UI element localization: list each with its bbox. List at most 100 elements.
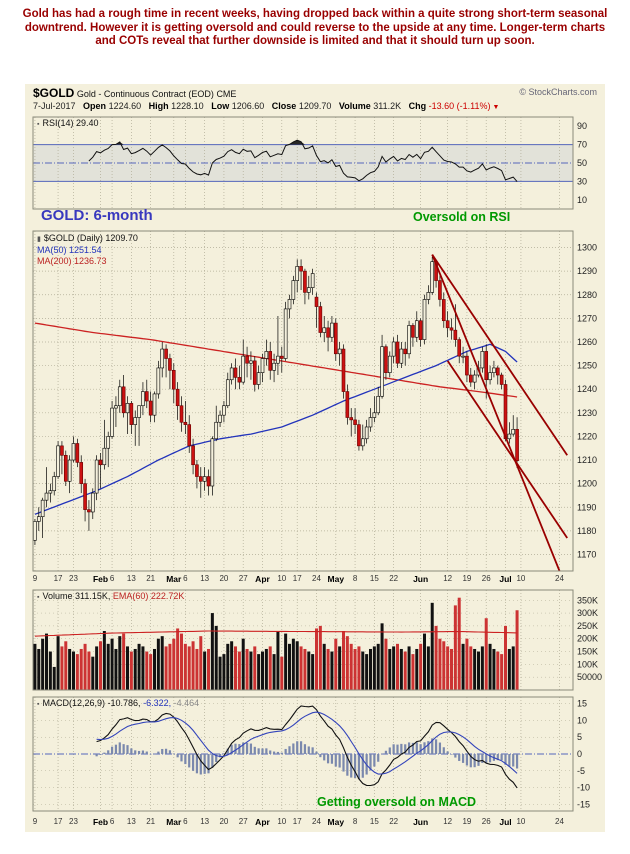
x-axis-tick: 12 xyxy=(443,574,453,583)
svg-text:1290: 1290 xyxy=(577,266,597,276)
x-axis-tick: 15 xyxy=(369,574,379,583)
x-axis-tick: 10 xyxy=(516,574,526,583)
macd-line-icon: ▪ xyxy=(37,701,40,708)
x-axis-tick: 13 xyxy=(200,574,210,583)
svg-text:1220: 1220 xyxy=(577,431,597,441)
x-axis-tick: 24 xyxy=(555,574,564,583)
svg-text:250K: 250K xyxy=(577,621,598,631)
quote-change: Chg -13.60 (-1.11%) ▼ xyxy=(408,101,500,111)
svg-text:30: 30 xyxy=(577,176,587,186)
x-axis-tick: 17 xyxy=(292,817,302,826)
x-axis-tick: 24 xyxy=(555,817,564,826)
svg-text:1200: 1200 xyxy=(577,479,597,489)
x-axis-tick: 20 xyxy=(219,574,229,583)
price-legend-ma200: MA(200) 1236.73 xyxy=(37,256,107,266)
x-axis-tick: 6 xyxy=(109,817,115,826)
x-axis-tick: 27 xyxy=(238,574,248,583)
svg-text:350K: 350K xyxy=(577,595,598,605)
svg-text:10: 10 xyxy=(577,195,587,205)
down-triangle-icon: ▼ xyxy=(492,104,500,111)
quote-row: 7-Jul-2017 Open 1224.60 High 1228.10 Low… xyxy=(33,101,597,111)
x-axis-tick: 22 xyxy=(389,817,399,826)
svg-text:150K: 150K xyxy=(577,647,598,657)
price-panel: 1300 1290 1280 1270 1260 1250 1240 1230 1220 1210… xyxy=(32,230,597,572)
x-axis-tick: Apr xyxy=(255,574,270,584)
macd-panel: 15 10 5 0 -5 -10 -15 xyxy=(32,696,590,812)
x-axis-tick: 22 xyxy=(389,574,399,583)
x-axis-tick: 23 xyxy=(69,817,78,826)
x-axis-tick: 24 xyxy=(312,574,321,583)
quote-close: Close 1209.70 xyxy=(271,101,332,111)
annotation-oversold-rsi: Oversold on RSI xyxy=(413,210,511,224)
svg-text:15: 15 xyxy=(577,699,587,709)
svg-text:200K: 200K xyxy=(577,634,598,644)
x-axis-tick: Mar xyxy=(166,574,182,584)
chart-container: $GOLD Gold - Continuous Contract (EOD) C… xyxy=(25,84,605,832)
svg-text:90: 90 xyxy=(577,121,587,131)
volume-panel: 350K 300K 250K 200K 150K 100K 50000 xyxy=(32,589,602,691)
x-axis-tick: May xyxy=(327,817,345,827)
x-axis-tick: 15 xyxy=(369,817,379,826)
symbol-description: Gold - Continuous Contract (EOD) xyxy=(76,89,214,99)
x-axis-tick: 6 xyxy=(183,817,188,826)
x-axis-tick: 9 xyxy=(32,574,38,583)
x-axis-tick: 19 xyxy=(462,574,472,583)
x-axis-tick: Jul xyxy=(499,817,512,827)
x-axis-labels-mid: 9 17 23 Feb 6 13 21 Mar 6 13 20 27 Apr 10 17 24 May 8 15 22… xyxy=(25,574,605,586)
x-axis-tick: 6 xyxy=(109,574,115,583)
x-axis-tick: Jun xyxy=(413,574,429,584)
x-axis-tick: 12 xyxy=(443,817,453,826)
header-note: Gold has had a rough time in recent week… xyxy=(22,8,608,47)
annotation-timeframe: GOLD: 6-month xyxy=(41,207,153,224)
volume-bars-icon: ▪ xyxy=(37,594,40,601)
volume-legend: ▪ Volume 311.15K, EMA(60) 222.72K xyxy=(37,591,185,601)
stockcharts-copyright-link[interactable]: © StockCharts.com xyxy=(519,87,597,97)
x-axis-tick: 17 xyxy=(53,574,63,583)
svg-text:300K: 300K xyxy=(577,608,598,618)
x-axis-tick: Mar xyxy=(166,817,182,827)
price-legend-ma50: MA(50) 1251.54 xyxy=(37,245,102,255)
x-axis-tick: Jul xyxy=(499,574,512,584)
chart-title-row: $GOLD Gold - Continuous Contract (EOD) C… xyxy=(33,86,597,100)
x-axis-tick: May xyxy=(327,574,345,584)
x-axis-tick: Feb xyxy=(92,817,109,827)
x-axis-tick: 17 xyxy=(292,574,302,583)
quote-date: 7-Jul-2017 xyxy=(33,101,76,111)
svg-text:1250: 1250 xyxy=(577,361,597,371)
svg-text:-5: -5 xyxy=(577,766,585,776)
rsi-panel: 90 70 50 30 10 xyxy=(32,116,587,210)
x-axis-tick: Feb xyxy=(92,574,109,584)
x-axis-tick: 8 xyxy=(352,574,358,583)
rsi-panel-icon: ▪ xyxy=(37,121,40,128)
svg-text:1190: 1190 xyxy=(577,502,596,512)
svg-text:5: 5 xyxy=(577,732,582,742)
svg-text:1280: 1280 xyxy=(577,290,597,300)
quote-open: Open 1224.60 xyxy=(83,101,142,111)
macd-legend: ▪ MACD(12,26,9) -10.786, -6.322, -4.464 xyxy=(37,698,200,708)
svg-text:100K: 100K xyxy=(577,659,598,669)
quote-volume: Volume 311.2K xyxy=(338,101,402,111)
svg-text:70: 70 xyxy=(577,140,587,150)
x-axis-tick: 20 xyxy=(219,817,229,826)
svg-text:1230: 1230 xyxy=(577,408,597,418)
price-legend-symbol: ▮ $GOLD (Daily) 1209.70 xyxy=(37,233,138,243)
quote-low: Low 1206.60 xyxy=(211,101,265,111)
svg-text:1170: 1170 xyxy=(577,549,596,559)
symbol: $GOLD xyxy=(33,86,75,100)
x-axis-tick: 26 xyxy=(481,574,491,583)
exchange: CME xyxy=(216,89,237,99)
x-axis-tick: 13 xyxy=(126,574,136,583)
svg-text:1180: 1180 xyxy=(577,526,596,536)
svg-text:-15: -15 xyxy=(577,799,590,809)
x-axis-tick: 26 xyxy=(481,817,491,826)
svg-text:50000: 50000 xyxy=(577,672,602,682)
quote-high: High 1228.10 xyxy=(148,101,204,111)
x-axis-labels-bottom: 9 17 23 Feb 6 13 21 Mar 6 13 20 27 Apr 10 17 24 May 8 15 22… xyxy=(25,817,605,829)
x-axis-tick: Apr xyxy=(255,817,270,827)
x-axis-tick: 9 xyxy=(32,817,38,826)
svg-text:50: 50 xyxy=(577,158,587,168)
x-axis-tick: 17 xyxy=(53,817,63,826)
annotation-oversold-macd: Getting oversold on MACD xyxy=(317,795,477,809)
x-axis-tick: 24 xyxy=(312,817,321,826)
